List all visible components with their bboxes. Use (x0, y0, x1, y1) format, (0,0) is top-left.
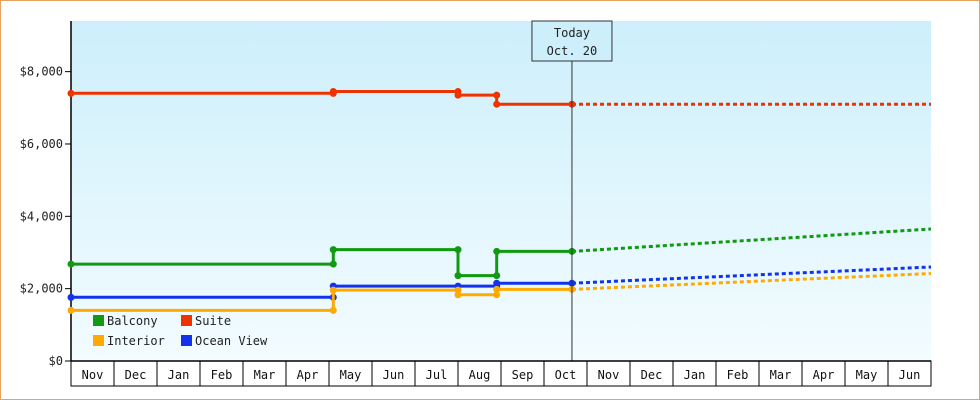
data-point-balcony (67, 260, 75, 268)
y-tick-label: $8,000 (20, 65, 63, 79)
x-tick-label: May (856, 368, 878, 382)
x-tick-label: Feb (211, 368, 233, 382)
data-point-suite (67, 89, 75, 97)
data-point-balcony (329, 260, 337, 268)
x-axis: Nov Dec Jan Feb Mar Apr May Jun Jul Aug Sep Oct Nov D… (70, 360, 932, 387)
legend: Balcony Suite Interior Ocean View (93, 314, 268, 348)
data-point-balcony (329, 246, 337, 254)
data-point-balcony (454, 272, 462, 280)
x-tick-label: Mar (770, 368, 792, 382)
data-point-balcony (454, 246, 462, 254)
data-point-balcony (493, 247, 501, 255)
legend-swatch-balcony (93, 315, 104, 326)
data-point-suite (454, 91, 462, 99)
series-layer (67, 88, 932, 314)
today-marker: Today Oct. 20 (531, 20, 613, 361)
x-tick-label: Apr (297, 368, 319, 382)
data-point-ocean-view (67, 293, 75, 301)
series-forecast-ocean-view (571, 265, 932, 285)
x-tick-label: Dec (125, 368, 147, 382)
data-point-balcony (493, 272, 501, 280)
series-forecast-balcony (571, 227, 932, 253)
today-date: Oct. 20 (547, 44, 598, 58)
x-tick-label: May (340, 368, 362, 382)
series-forecast-interior (571, 272, 932, 291)
legend-label-interior: Interior (107, 334, 165, 348)
x-tick-label: Nov (82, 368, 104, 382)
x-tick-label: Aug (469, 368, 491, 382)
data-point-interior (329, 306, 337, 314)
y-tick-label: $2,000 (20, 282, 63, 296)
x-tick-label: Apr (813, 368, 835, 382)
x-tick-label: Jun (383, 368, 405, 382)
legend-swatch-suite (181, 315, 192, 326)
legend-label-ocean-view: Ocean View (195, 334, 268, 348)
legend-swatch-interior (93, 335, 104, 346)
y-axis: $0 $2,000 $4,000 $6,000 $8,000 (20, 21, 72, 368)
legend-label-suite: Suite (195, 314, 231, 328)
y-tick-label: $4,000 (20, 209, 63, 223)
x-tick-label: Jan (168, 368, 190, 382)
data-point-interior (67, 306, 75, 314)
data-point-interior (454, 291, 462, 299)
x-tick-label: Oct (555, 368, 577, 382)
x-tick-label: Nov (598, 368, 620, 382)
x-tick-label: Dec (641, 368, 663, 382)
x-tick-label: Feb (727, 368, 749, 382)
x-tick-label: Jan (684, 368, 706, 382)
data-point-interior (329, 286, 337, 294)
data-point-suite (329, 88, 337, 96)
plot-background (71, 21, 931, 361)
y-tick-label: $6,000 (20, 137, 63, 151)
x-tick-label: Jul (426, 368, 448, 382)
data-point-suite (493, 100, 501, 108)
data-point-interior (493, 285, 501, 293)
x-tick-label: Jun (899, 368, 921, 382)
data-point-suite (493, 91, 501, 99)
y-tick-label: $0 (49, 354, 63, 368)
today-label: Today (554, 26, 590, 40)
legend-label-balcony: Balcony (107, 314, 158, 328)
today-label-box (531, 20, 613, 62)
x-tick-label: Mar (254, 368, 276, 382)
data-point-ocean-view (493, 279, 501, 287)
x-tick-label: Sep (512, 368, 534, 382)
legend-swatch-ocean-view (181, 335, 192, 346)
data-point-interior (493, 291, 501, 299)
